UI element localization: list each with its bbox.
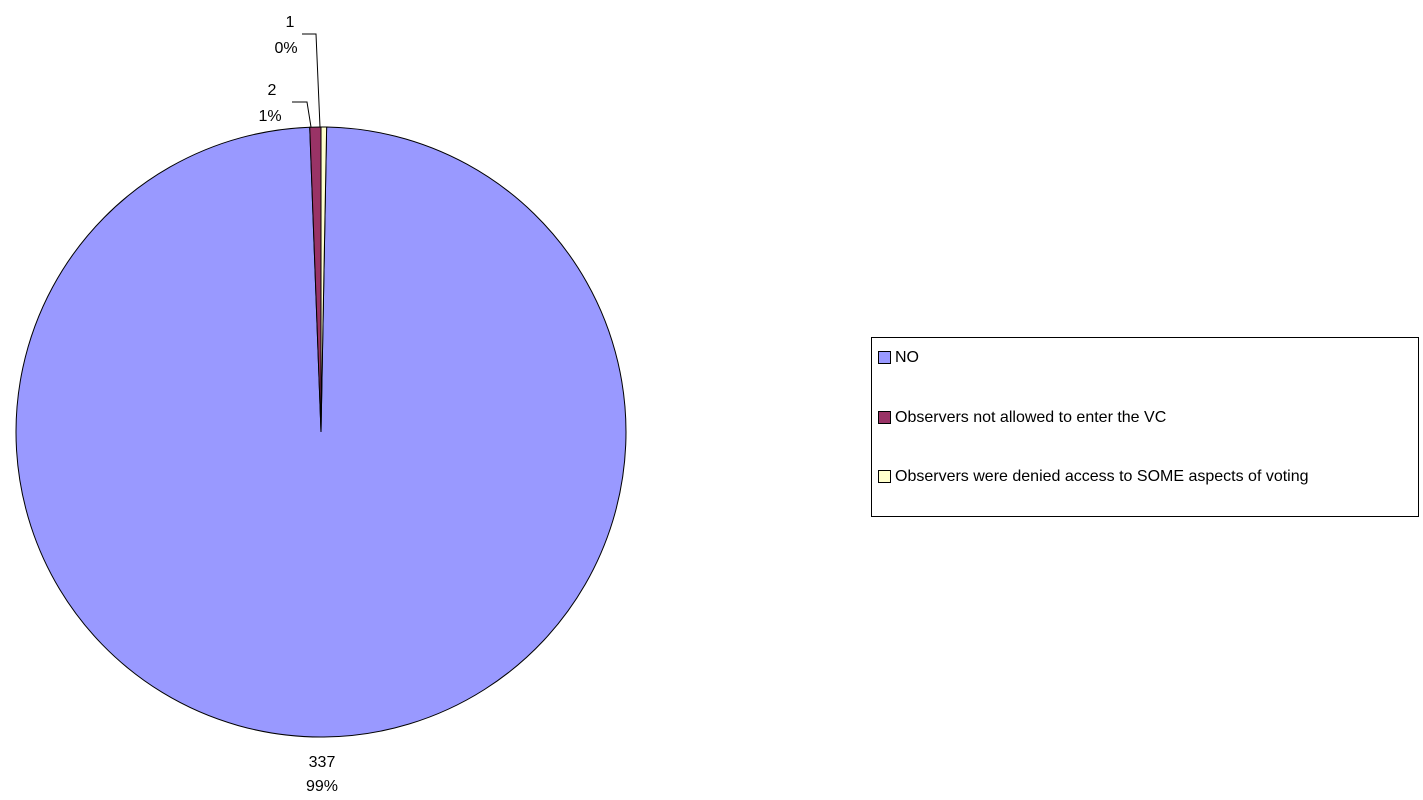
slice-no xyxy=(15,126,627,738)
legend-item-denied-some: Observers were denied access to SOME asp… xyxy=(878,467,1415,486)
legend-swatch-not-allowed xyxy=(878,411,891,424)
data-label-denied-some-value: 1 xyxy=(286,14,295,31)
legend-item-no: NO xyxy=(878,348,1415,367)
slice-denied-some xyxy=(320,126,328,433)
data-label-not-allowed-value: 2 xyxy=(268,82,277,99)
legend-label-no: NO xyxy=(895,349,919,366)
legend-swatch-no xyxy=(878,351,891,364)
leader-line-denied-some xyxy=(302,33,321,128)
legend: NO Observers not allowed to enter the VC… xyxy=(871,337,1419,517)
data-label-no-percent: 99% xyxy=(306,778,338,795)
pie-slices xyxy=(15,126,627,738)
legend-label-denied-some: Observers were denied access to SOME asp… xyxy=(895,468,1309,485)
legend-swatch-denied-some xyxy=(878,470,891,483)
data-label-not-allowed-percent: 1% xyxy=(258,108,281,125)
data-label-no-value: 337 xyxy=(309,754,336,771)
data-labels: 337 99% 2 1% 1 0% xyxy=(258,14,338,795)
data-label-denied-some-percent: 0% xyxy=(274,40,297,57)
leader-line-not-allowed xyxy=(292,101,312,128)
legend-label-not-allowed: Observers not allowed to enter the VC xyxy=(895,409,1167,426)
legend-item-not-allowed: Observers not allowed to enter the VC xyxy=(878,408,1415,427)
